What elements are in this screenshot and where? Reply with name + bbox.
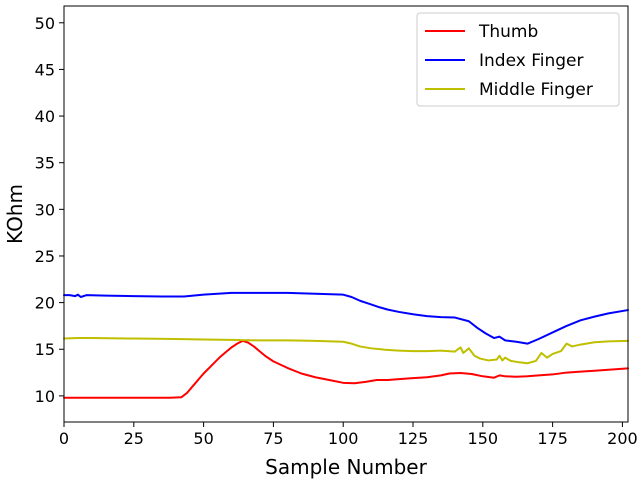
series-layer xyxy=(63,291,629,399)
x-tick-label: 200 xyxy=(607,429,638,448)
y-tick-label: 40 xyxy=(35,107,55,126)
legend-frame xyxy=(416,12,620,107)
x-axis-label: Sample Number xyxy=(265,455,427,479)
y-tick-label: 25 xyxy=(35,247,55,266)
y-tick-label: 15 xyxy=(35,340,55,359)
x-tick-label: 0 xyxy=(59,429,69,448)
y-axis-ticks: 10 15 20 25 30 35 40 45 50 xyxy=(35,14,64,406)
y-tick-label: 50 xyxy=(35,14,55,33)
x-axis-ticks: 0 25 50 75 100 125 150 175 200 xyxy=(59,422,638,448)
y-axis-label: KOhm xyxy=(3,184,27,244)
x-tick-label: 75 xyxy=(263,429,283,448)
y-tick-label: 10 xyxy=(35,387,55,406)
y-tick-label: 35 xyxy=(35,154,55,173)
plot-frame xyxy=(63,5,629,423)
x-tick-label: 25 xyxy=(124,429,144,448)
legend-entry-2: Middle Finger xyxy=(479,80,593,100)
legend-entry-0: Thumb xyxy=(478,22,538,42)
x-tick-label: 125 xyxy=(398,429,429,448)
series-line-0 xyxy=(63,339,629,399)
x-tick-label: 100 xyxy=(328,429,359,448)
y-tick-label: 30 xyxy=(35,200,55,219)
legend: Thumb Index Finger Middle Finger xyxy=(416,12,620,107)
x-tick-label: 175 xyxy=(537,429,568,448)
y-tick-label: 45 xyxy=(35,60,55,79)
x-tick-label: 50 xyxy=(193,429,213,448)
x-tick-label: 150 xyxy=(468,429,499,448)
y-tick-label: 20 xyxy=(35,294,55,313)
series-line-1 xyxy=(63,291,629,345)
legend-entry-1: Index Finger xyxy=(479,51,583,71)
series-line-2 xyxy=(63,337,629,365)
